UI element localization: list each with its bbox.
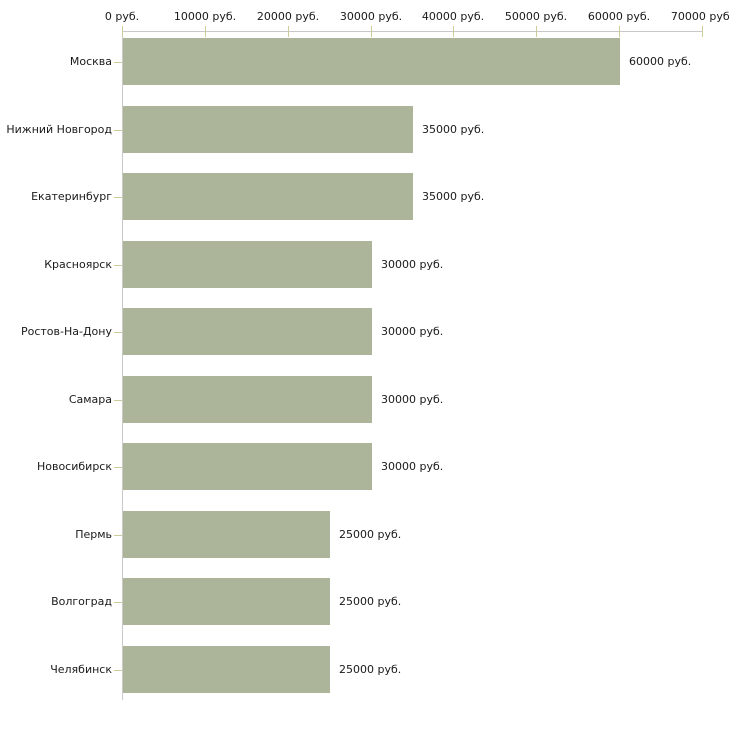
category-label: Челябинск (50, 663, 112, 676)
category-label: Ростов-На-Дону (20, 325, 112, 338)
value-label: 25000 руб. (339, 528, 402, 541)
category-label: Екатеринбург (31, 190, 112, 203)
value-label: 60000 руб. (629, 55, 692, 68)
category-tick (114, 602, 122, 603)
value-label: 25000 руб. (339, 595, 402, 608)
category-tick (114, 265, 122, 266)
bar (123, 443, 372, 490)
x-axis-tick-label: 70000 руб. (670, 10, 730, 23)
category-label: Самара (68, 393, 112, 406)
value-label: 35000 руб. (422, 123, 485, 136)
category-label: Нижний Новгород (6, 123, 112, 136)
bar (123, 578, 330, 625)
category-tick (114, 62, 122, 63)
value-label: 30000 руб. (381, 325, 444, 338)
bar (123, 38, 620, 85)
value-label: 25000 руб. (339, 663, 402, 676)
value-label: 35000 руб. (422, 190, 485, 203)
x-axis-tick-label: 0 руб. (104, 10, 140, 23)
category-label: Пермь (75, 528, 112, 541)
value-label: 30000 руб. (381, 258, 444, 271)
bar (123, 646, 330, 693)
category-label: Новосибирск (36, 460, 112, 473)
bar (123, 376, 372, 423)
category-tick (114, 197, 122, 198)
bar (123, 241, 372, 288)
category-tick (114, 535, 122, 536)
y-axis-line (122, 31, 123, 700)
x-axis-tick (453, 26, 454, 37)
x-axis-tick (122, 26, 123, 37)
x-axis-tick (702, 26, 703, 37)
value-label: 30000 руб. (381, 460, 444, 473)
x-axis-tick-label: 50000 руб. (504, 10, 568, 23)
category-tick (114, 130, 122, 131)
category-label: Волгоград (51, 595, 112, 608)
bar (123, 511, 330, 558)
x-axis-tick (536, 26, 537, 37)
x-axis-tick-label: 40000 руб. (421, 10, 485, 23)
category-label: Москва (69, 55, 112, 68)
x-axis-tick-label: 10000 руб. (173, 10, 237, 23)
value-label: 30000 руб. (381, 393, 444, 406)
x-axis-tick (371, 26, 372, 37)
category-tick (114, 400, 122, 401)
category-tick (114, 332, 122, 333)
category-tick (114, 670, 122, 671)
category-tick (114, 467, 122, 468)
x-axis-tick-label: 30000 руб. (339, 10, 403, 23)
x-axis-tick (288, 26, 289, 37)
x-axis-tick (619, 26, 620, 37)
x-axis-tick-label: 20000 руб. (256, 10, 320, 23)
bar (123, 308, 372, 355)
bar (123, 173, 413, 220)
x-axis-tick-label: 60000 руб. (587, 10, 651, 23)
bar (123, 106, 413, 153)
category-label: Красноярск (44, 258, 112, 271)
x-axis-line (122, 31, 703, 32)
x-axis-tick (205, 26, 206, 37)
